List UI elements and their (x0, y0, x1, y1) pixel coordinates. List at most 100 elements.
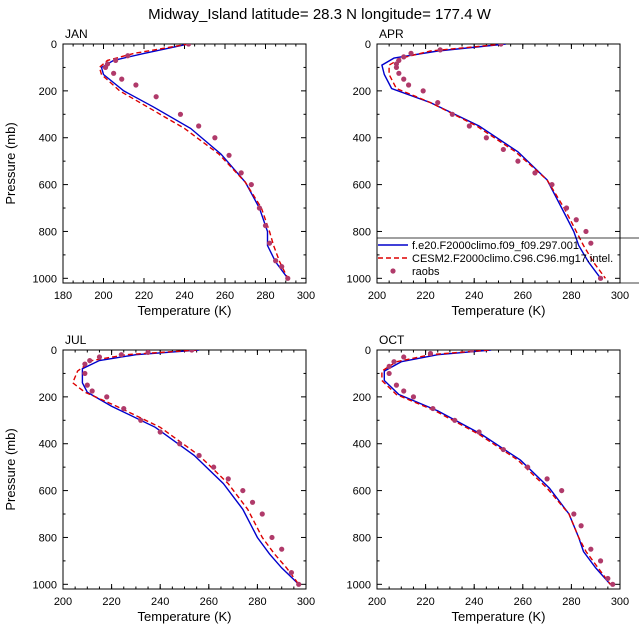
plot-frame (62, 43, 307, 284)
raobs-point (177, 111, 184, 117)
x-tick-label: 200 (368, 290, 386, 302)
y-tick-label: 800 (353, 226, 371, 238)
raobs-point (266, 240, 273, 246)
raobs-point (259, 511, 265, 517)
x-axis-label: Temperature (K) (138, 609, 232, 624)
x-tick-label: 220 (416, 290, 434, 302)
raobs-point (405, 82, 412, 88)
panel-jan: 180 200 220 240 260 280 300 0 200 400 600 800 1000 JA… (3, 27, 315, 318)
y-tick-label: 1000 (347, 579, 371, 591)
x-tick-label: 260 (514, 290, 532, 302)
raobs-point (391, 359, 397, 365)
x-axis-label: Temperature (K) (138, 303, 232, 318)
raobs-point (285, 275, 291, 281)
y-tick-label: 1000 (33, 579, 57, 591)
plot-area (381, 350, 616, 587)
raobs-point (420, 88, 426, 94)
raobs-point (559, 487, 565, 494)
panel-jul: 200 220 240 260 280 300 0 200 400 600 800 1000 JUL Te… (3, 333, 315, 624)
raobs-point (196, 123, 202, 129)
x-tick-label: 220 (416, 596, 434, 608)
raobs-point (248, 181, 254, 188)
y-tick-label: 0 (51, 345, 57, 357)
raobs-point (437, 47, 443, 53)
x-tick-label: 300 (611, 290, 629, 302)
y-tick-label: 400 (353, 133, 371, 145)
raobs-point (515, 158, 521, 164)
raobs-point (225, 476, 231, 482)
raobs-point (249, 499, 256, 505)
raobs-point (476, 429, 482, 435)
raobs-point (386, 363, 392, 370)
x-tick-label: 260 (216, 290, 234, 302)
raobs-point (532, 170, 538, 176)
x-tick-label: 280 (248, 596, 266, 608)
plot-area (98, 44, 291, 281)
x-tick-label: 260 (200, 596, 218, 608)
y-tick-label: 0 (51, 39, 57, 51)
y-tick-label: 400 (39, 439, 57, 451)
y-tick-label: 600 (353, 180, 371, 192)
raobs-point (82, 361, 88, 367)
raobs-point (410, 394, 417, 400)
series-line-cesm2 (71, 350, 300, 585)
legend-label: raobs (412, 266, 440, 278)
raobs-point (563, 205, 570, 211)
y-tick-label: 600 (39, 180, 57, 192)
raobs-point (393, 64, 400, 71)
raobs-point (469, 350, 475, 353)
raobs-point (238, 170, 244, 176)
raobs-point (189, 350, 195, 353)
raobs-point (427, 350, 434, 357)
raobs-point (102, 64, 109, 71)
panel-title: OCT (379, 333, 405, 347)
y-tick-label: 800 (39, 226, 57, 238)
panel-oct: 200 220 240 260 280 300 0 200 400 600 800 1000 OCT Te… (347, 333, 630, 624)
raobs-point (597, 558, 604, 564)
raobs-point (483, 135, 489, 141)
raobs-point (82, 370, 88, 377)
x-tick-label: 300 (297, 596, 315, 608)
raobs-point (498, 44, 504, 47)
x-tick-label: 220 (102, 596, 120, 608)
series-line-f-e20 (383, 350, 611, 585)
x-tick-label: 240 (151, 596, 169, 608)
raobs-point (226, 152, 232, 158)
x-tick-label: 260 (514, 596, 532, 608)
raobs-point (544, 476, 550, 482)
y-tick-label: 200 (353, 392, 371, 404)
series-line-cesm2 (381, 350, 611, 585)
series-line-cesm2 (98, 44, 289, 279)
raobs-point (430, 405, 436, 412)
raobs-point (396, 70, 402, 76)
raobs-point (119, 76, 125, 82)
raobs-point (466, 123, 472, 129)
raobs-point (401, 354, 407, 360)
raobs-point (583, 228, 589, 235)
raobs-point (185, 44, 192, 47)
legend-label: CESM2.F2000climo.C96.C96.mg17.intel. (412, 253, 613, 265)
x-tick-label: 280 (562, 290, 580, 302)
raobs-point (153, 94, 159, 100)
raobs-point (256, 205, 263, 211)
x-axis-label: Temperature (K) (452, 609, 546, 624)
raobs-point (279, 546, 285, 552)
x-axis-label: Temperature (K) (452, 303, 546, 318)
raobs-point (408, 50, 414, 56)
y-tick-label: 0 (365, 345, 371, 357)
plot-area (71, 350, 302, 587)
raobs-point (177, 441, 183, 447)
x-tick-label: 240 (465, 596, 483, 608)
raobs-point (401, 76, 407, 82)
raobs-point (573, 217, 579, 223)
plot-area (381, 44, 606, 281)
plot-frame (376, 349, 621, 590)
raobs-point (588, 546, 594, 552)
raobs-point (87, 357, 93, 364)
raobs-point (578, 523, 584, 529)
y-axis-label: Pressure (mb) (3, 428, 18, 510)
legend-label: f.e20.F2000climo.f09_f09.297.001 (412, 240, 579, 252)
raobs-point (549, 181, 555, 188)
figure-title: Midway_Island latitude= 28.3 N longitude… (148, 6, 492, 23)
